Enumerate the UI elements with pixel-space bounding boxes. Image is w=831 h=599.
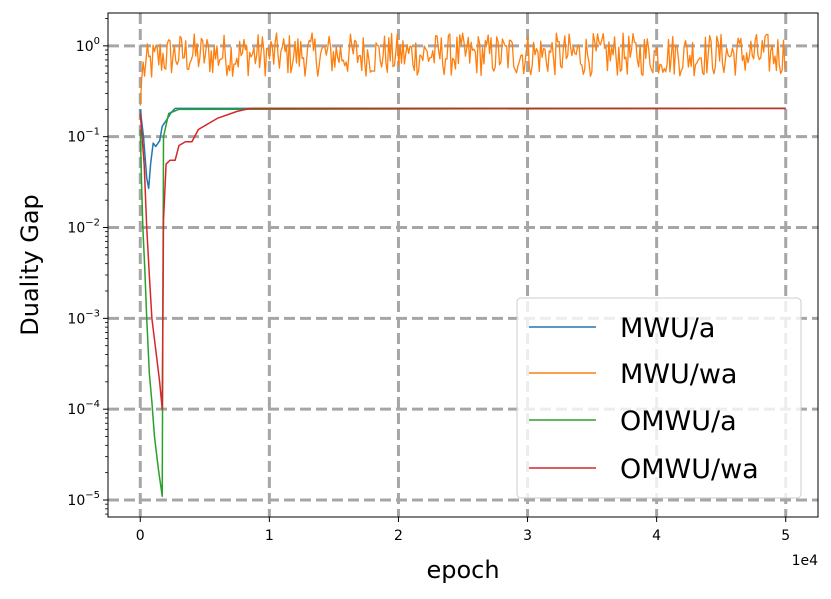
x-tick-label: 5 (781, 528, 790, 544)
x-axis-label: epoch (426, 556, 499, 584)
series-line-mwu-wa (139, 32, 786, 106)
legend-box (516, 297, 802, 499)
y-tick-base: 10 (67, 402, 85, 418)
y-tick-base: 10 (76, 39, 94, 55)
y-tick-exponent: −1 (85, 127, 100, 138)
x-tick-label: 3 (523, 528, 532, 544)
y-tick-label: 10−2 (67, 218, 100, 237)
legend: MWU/a MWU/wa OMWU/a OMWU/wa (516, 297, 802, 499)
x-offset-text: 1e4 (792, 553, 819, 569)
y-tick-base: 10 (67, 130, 85, 146)
y-tick-label: 10−5 (67, 490, 100, 509)
x-tick-label: 4 (652, 528, 661, 544)
legend-label: OMWU/a (620, 406, 737, 437)
y-tick-base: 10 (67, 493, 85, 509)
legend-label: OMWU/wa (620, 454, 759, 485)
x-tick-label: 1 (265, 528, 274, 544)
series-line-omwu-a (139, 107, 786, 497)
y-tick-exponent: −2 (85, 218, 100, 229)
y-tick-label: 100 (76, 36, 100, 55)
series-line-omwu-wa (139, 107, 786, 410)
x-tick-label: 0 (136, 528, 145, 544)
series-line-mwu-a (139, 107, 786, 190)
y-tick-label: 10−4 (67, 399, 100, 418)
axes-frame (107, 12, 819, 518)
plot-area (139, 32, 786, 497)
y-axis-label: Duality Gap (16, 194, 44, 336)
y-tick-label: 10−3 (67, 308, 100, 327)
y-tick-exponent: 0 (94, 36, 100, 47)
y-tick-base: 10 (67, 221, 85, 237)
y-tick-base: 10 (67, 311, 85, 327)
y-tick-label: 10−1 (67, 127, 100, 146)
y-tick-exponent: −4 (85, 399, 100, 410)
x-tick-label: 2 (394, 528, 403, 544)
legend-label: MWU/wa (620, 359, 737, 390)
x-axis: 0 1 2 3 4 5 (136, 517, 790, 544)
legend-label: MWU/a (620, 313, 715, 344)
y-tick-exponent: −3 (85, 308, 100, 319)
y-tick-exponent: −5 (85, 490, 100, 501)
